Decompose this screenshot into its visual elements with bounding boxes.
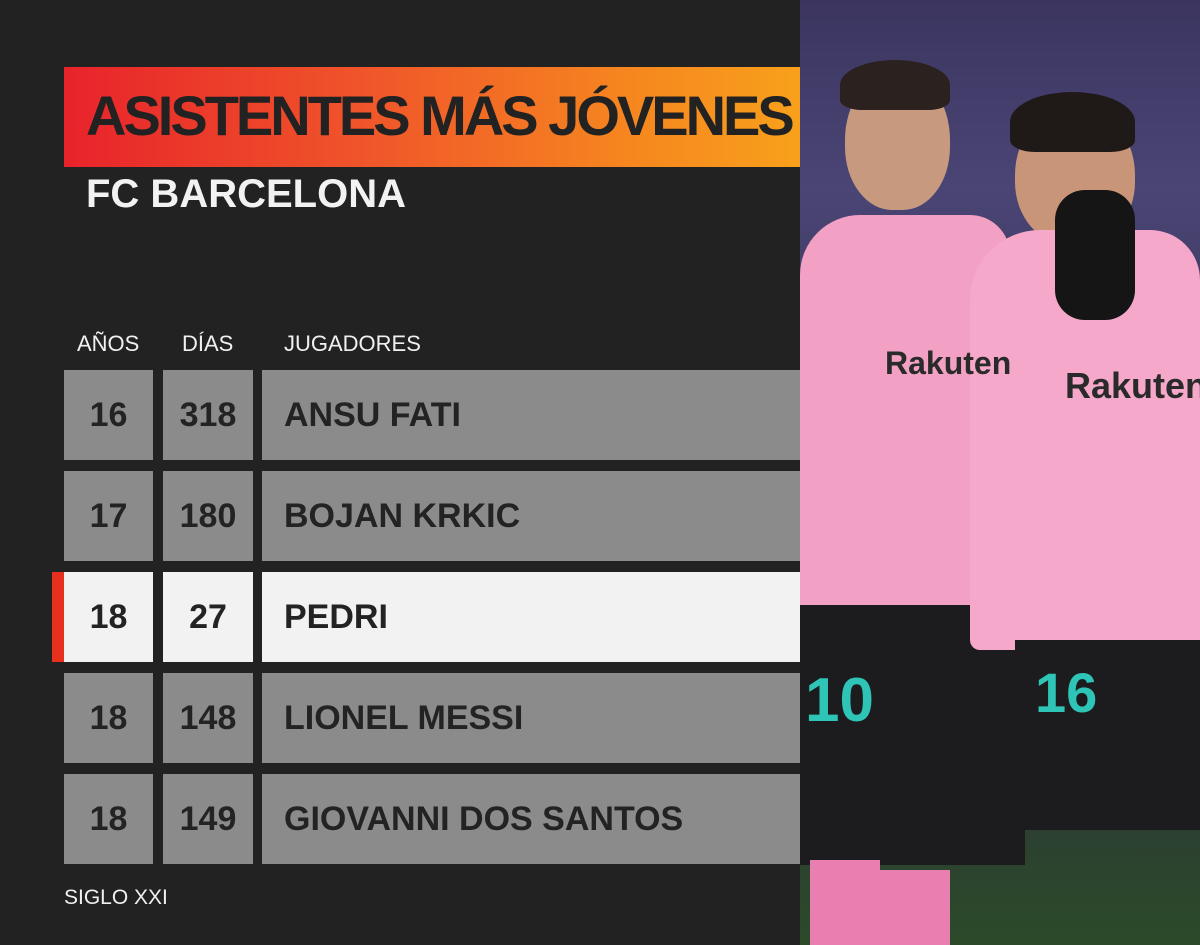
players-photo: 10 Rakuten Rakuten 16 [800,0,1200,945]
infographic-panel: ASISTENTES MÁS JÓVENES FC BARCELONA AÑOS… [0,67,824,909]
highlight-marker [52,572,64,662]
player-hair [1010,92,1135,152]
years-cell: 18 [64,572,153,662]
table-row: 17 180 BOJAN KRKIC [0,471,800,561]
days-cell: 318 [163,370,253,460]
table-row-highlighted: 18 27 PEDRI [0,572,800,662]
days-cell: 149 [163,774,253,864]
pink-sock [810,860,880,945]
player-cell: PEDRI [262,572,800,662]
player-cell: ANSU FATI [262,370,800,460]
days-cell: 180 [163,471,253,561]
days-cell: 27 [163,572,253,662]
player-cell: GIOVANNI DOS SANTOS [262,774,800,864]
years-cell: 17 [64,471,153,561]
column-header-players: JUGADORES [284,331,421,356]
subtitle: FC BARCELONA [86,172,406,216]
years-cell: 18 [64,673,153,763]
years-cell: 18 [64,774,153,864]
days-cell: 148 [163,673,253,763]
title-banner: ASISTENTES MÁS JÓVENES [64,67,824,167]
player-cell: BOJAN KRKIC [262,471,800,561]
pink-sock [880,870,950,945]
sponsor-text: Rakuten [1065,365,1200,406]
player-hair [840,60,950,110]
page-title: ASISTENTES MÁS JÓVENES [86,84,795,147]
jersey-number: 10 [805,666,874,735]
column-header-days: DÍAS [182,331,234,356]
player-cell: LIONEL MESSI [262,673,800,763]
black-glove [1055,190,1135,320]
column-header-years: AÑOS [77,331,140,356]
sponsor-text: Rakuten [885,345,1012,381]
black-shorts [1015,640,1200,830]
table-row: 18 149 GIOVANNI DOS SANTOS [0,774,800,864]
table-row: 16 318 ANSU FATI [0,370,800,460]
table-row: 18 148 LIONEL MESSI [0,673,800,763]
jersey-number: 16 [1035,661,1098,724]
years-cell: 16 [64,370,153,460]
footnote: SIGLO XXI [64,886,168,909]
